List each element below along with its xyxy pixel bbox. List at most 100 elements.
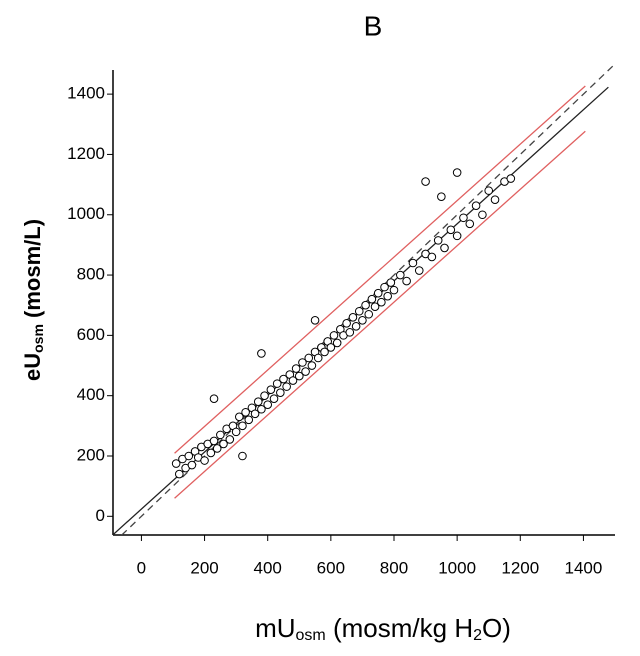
point xyxy=(200,456,209,465)
x-tick-label: 600 xyxy=(317,558,345,577)
point xyxy=(465,219,475,229)
point xyxy=(446,225,456,235)
point xyxy=(490,195,500,204)
point xyxy=(294,371,304,381)
point xyxy=(291,364,301,373)
point xyxy=(383,291,392,301)
point xyxy=(471,201,481,211)
point xyxy=(175,469,184,479)
point xyxy=(257,404,266,414)
point xyxy=(326,343,336,352)
point xyxy=(304,353,314,363)
point xyxy=(310,315,320,325)
point xyxy=(478,210,487,220)
point xyxy=(348,312,358,322)
y-tick-label: 1000 xyxy=(67,204,105,223)
point xyxy=(452,168,462,177)
point xyxy=(225,435,235,444)
point xyxy=(332,338,342,348)
point xyxy=(364,309,374,319)
point xyxy=(234,412,244,422)
y-tick-label: 1400 xyxy=(67,84,105,103)
y-tick-label: 200 xyxy=(77,445,105,464)
point xyxy=(260,391,269,400)
x-tick-label: 1000 xyxy=(438,558,476,577)
point xyxy=(238,451,247,461)
point xyxy=(231,427,241,437)
x-tick-label: 0 xyxy=(137,558,146,577)
point xyxy=(206,448,216,458)
y-tick-label: 400 xyxy=(77,385,105,404)
point xyxy=(402,276,411,286)
point xyxy=(414,266,424,275)
point xyxy=(440,243,449,253)
point xyxy=(320,347,329,357)
point xyxy=(187,460,197,470)
point xyxy=(313,353,323,363)
point xyxy=(216,430,225,440)
point xyxy=(345,328,355,337)
point xyxy=(238,421,247,431)
x-axis-label: mUosm (mosm/kg H2O) xyxy=(255,613,511,644)
x-tick-label: 400 xyxy=(254,558,282,577)
point xyxy=(459,213,468,223)
point xyxy=(250,409,260,419)
fit-line xyxy=(120,65,615,535)
point xyxy=(367,294,377,304)
fit-line xyxy=(174,85,586,454)
point xyxy=(389,285,399,295)
point xyxy=(427,252,437,262)
point xyxy=(361,300,370,310)
point xyxy=(279,374,288,384)
point xyxy=(241,407,250,417)
point xyxy=(370,302,380,312)
point xyxy=(380,282,389,292)
point xyxy=(301,367,310,376)
x-tick-label: 200 xyxy=(190,558,218,577)
point xyxy=(373,288,383,298)
point xyxy=(358,315,367,325)
point xyxy=(351,322,361,331)
point xyxy=(377,297,386,307)
y-axis-label: eUosm (mosm/L) xyxy=(20,219,46,381)
point xyxy=(433,236,443,245)
point xyxy=(257,349,266,358)
point xyxy=(421,177,430,186)
chart-title: B xyxy=(364,10,383,41)
point xyxy=(307,361,317,370)
y-tick-label: 600 xyxy=(77,325,105,344)
point xyxy=(452,231,462,241)
point xyxy=(342,319,351,328)
point xyxy=(408,258,418,268)
point xyxy=(266,385,276,394)
point xyxy=(396,270,405,280)
point xyxy=(288,376,298,385)
point xyxy=(282,382,291,391)
y-tick-label: 1200 xyxy=(67,144,105,163)
x-tick-label: 1400 xyxy=(565,558,603,577)
point xyxy=(437,192,446,201)
point xyxy=(506,174,516,183)
point xyxy=(484,186,494,195)
point xyxy=(269,394,279,403)
point xyxy=(276,388,285,397)
point xyxy=(244,415,254,425)
point xyxy=(298,358,307,367)
point xyxy=(253,397,263,407)
point xyxy=(386,278,396,287)
point xyxy=(263,400,273,410)
y-tick-label: 800 xyxy=(77,265,105,284)
point xyxy=(272,379,282,388)
point xyxy=(184,451,194,461)
x-tick-label: 1200 xyxy=(501,558,539,577)
point xyxy=(209,436,219,446)
fit-line xyxy=(174,130,586,499)
point xyxy=(209,394,219,403)
x-tick-label: 800 xyxy=(380,558,408,577)
point xyxy=(329,331,339,340)
point xyxy=(219,439,228,449)
point xyxy=(354,306,364,316)
y-tick-label: 0 xyxy=(96,506,105,525)
point xyxy=(171,459,181,468)
